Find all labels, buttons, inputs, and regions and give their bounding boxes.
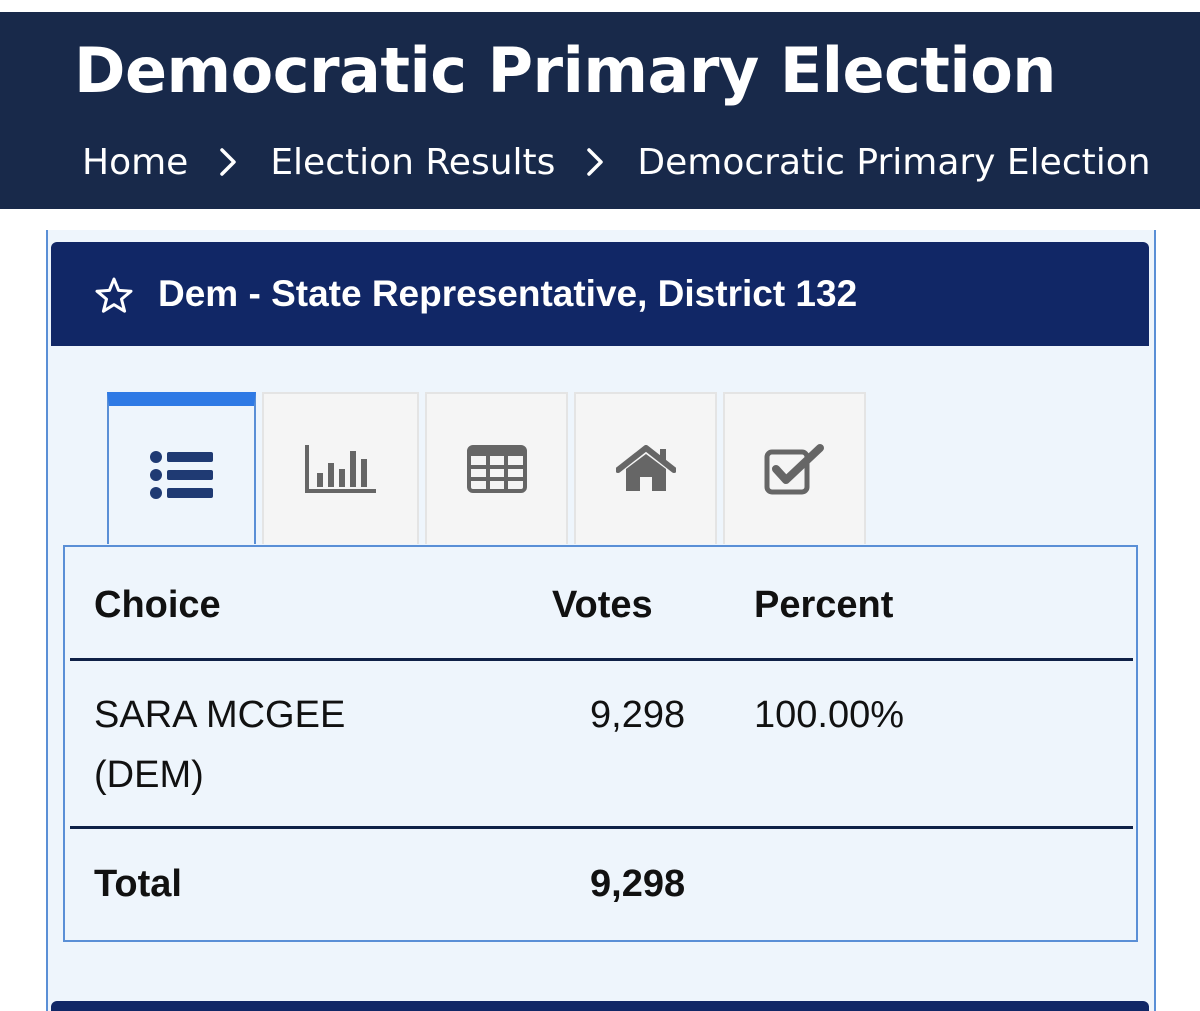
total-votes: 9,298 [590, 863, 686, 905]
bar-chart-icon [304, 443, 378, 495]
breadcrumb: Home Election Results Democratic Primary… [82, 140, 1151, 184]
breadcrumb-home-link[interactable]: Home [82, 141, 189, 183]
home-icon [615, 445, 676, 493]
candidate-votes: 9,298 [590, 694, 686, 736]
results-table: Choice Votes Percent SARA MCGEE (DEM) 9,… [63, 545, 1138, 942]
candidate-name: SARA MCGEE [94, 694, 346, 736]
total-label: Total [94, 863, 182, 905]
site-header: Democratic Primary Election Home Electio… [0, 12, 1200, 209]
race-card-header [51, 242, 1149, 346]
checkbox-icon [764, 443, 826, 495]
total-divider [70, 826, 1133, 829]
column-header-percent[interactable]: Percent [754, 584, 894, 626]
table-grid-icon [466, 445, 527, 493]
breadcrumb-election-results-link[interactable]: Election Results [270, 141, 556, 183]
candidate-party: (DEM) [94, 754, 204, 796]
chevron-right-icon [555, 140, 637, 184]
tab-list-view[interactable] [107, 392, 256, 544]
header-divider [70, 658, 1133, 661]
candidate-percent: 100.00% [754, 694, 905, 736]
race-title: Dem - State Representative, District 132 [158, 273, 858, 314]
page-title: Democratic Primary Election [74, 34, 1056, 107]
tab-checkbox-view[interactable] [723, 392, 866, 544]
star-outline-icon[interactable] [95, 277, 133, 318]
next-race-card-header [51, 1001, 1149, 1011]
tab-home-view[interactable] [574, 392, 717, 544]
column-header-votes[interactable]: Votes [552, 584, 653, 626]
chevron-right-icon [188, 140, 270, 184]
tab-table-view[interactable] [425, 392, 568, 544]
list-icon [149, 450, 215, 500]
breadcrumb-current: Democratic Primary Election [637, 141, 1151, 183]
tab-chart-view[interactable] [262, 392, 419, 544]
column-header-choice[interactable]: Choice [94, 584, 221, 626]
